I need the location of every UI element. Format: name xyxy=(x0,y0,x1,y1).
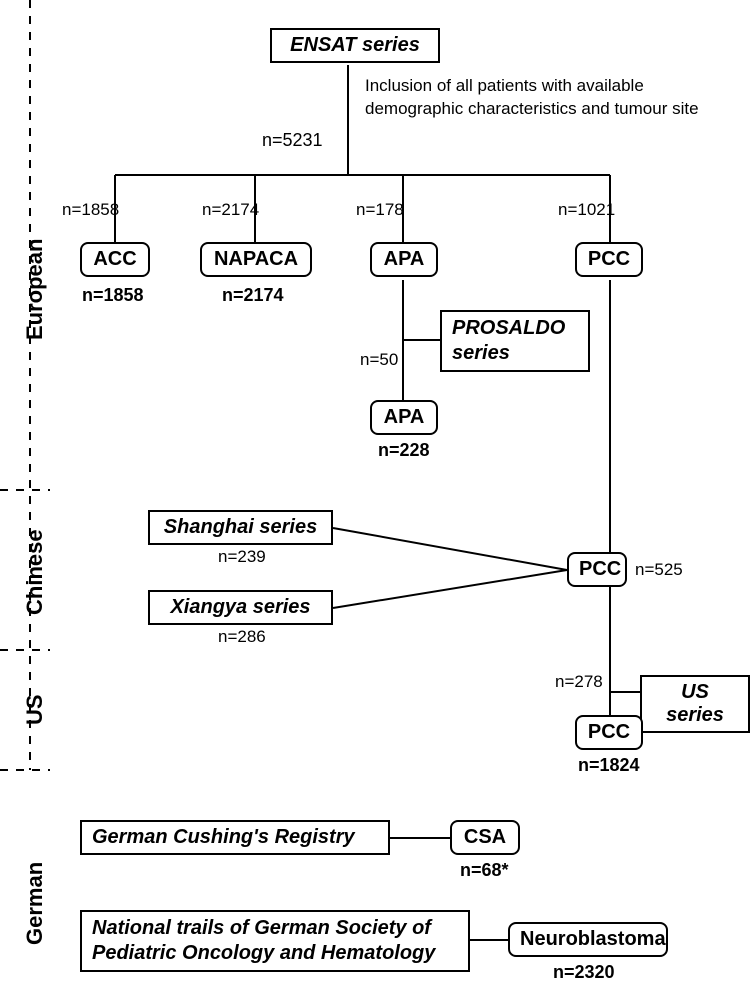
label-napaca-edge-n: n=2174 xyxy=(202,200,259,220)
label-inclusion-note: Inclusion of all patients with available… xyxy=(365,75,705,121)
label-pcc-edge-n: n=1021 xyxy=(558,200,615,220)
label-prosaldo-n: n=50 xyxy=(360,350,398,370)
node-pcc: PCC xyxy=(575,242,643,277)
node-csa: CSA xyxy=(450,820,520,855)
node-shanghai: Shanghai series xyxy=(148,510,333,545)
label-pcc-us-n: n=1824 xyxy=(578,755,640,776)
node-acc: ACC xyxy=(80,242,150,277)
label-acc-final: n=1858 xyxy=(82,285,144,306)
label-acc-edge-n: n=1858 xyxy=(62,200,119,220)
node-prosaldo: PROSALDO series xyxy=(440,310,590,372)
label-apa-final-n: n=228 xyxy=(378,440,430,461)
label-pcc-chinese-n: n=525 xyxy=(635,560,683,580)
node-us-series: US series xyxy=(640,675,750,733)
node-german-cushing: German Cushing's Registry xyxy=(80,820,390,855)
node-ensat: ENSAT series xyxy=(270,28,440,63)
label-shanghai-n: n=239 xyxy=(218,547,266,567)
label-us-n: n=278 xyxy=(555,672,603,692)
side-label-german: German xyxy=(22,862,48,945)
node-apa: APA xyxy=(370,242,438,277)
flowchart-canvas: European Chinese US German ENSAT series … xyxy=(0,0,752,1001)
label-n-total: n=5231 xyxy=(262,130,323,151)
node-german-pediatric: National trails of German Society of Ped… xyxy=(80,910,470,972)
label-xiangya-n: n=286 xyxy=(218,627,266,647)
node-napaca: NAPACA xyxy=(200,242,312,277)
side-label-chinese: Chinese xyxy=(22,529,48,615)
node-apa-final: APA xyxy=(370,400,438,435)
label-csa-n: n=68* xyxy=(460,860,509,881)
label-napaca-final: n=2174 xyxy=(222,285,284,306)
node-neuroblastoma: Neuroblastoma xyxy=(508,922,668,957)
node-pcc-chinese: PCC xyxy=(567,552,627,587)
side-label-us: US xyxy=(22,694,48,725)
node-pcc-us: PCC xyxy=(575,715,643,750)
label-apa-edge-n: n=178 xyxy=(356,200,404,220)
label-neuroblastoma-n: n=2320 xyxy=(553,962,615,983)
side-label-european: European xyxy=(22,239,48,340)
node-xiangya: Xiangya series xyxy=(148,590,333,625)
